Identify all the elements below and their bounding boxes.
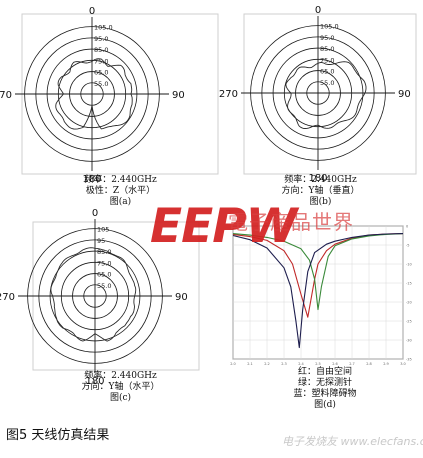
angle-label: 180 bbox=[308, 173, 327, 184]
radial-tick-label: 95.0 bbox=[320, 34, 334, 42]
caption-c-line-3: 图(c) bbox=[109, 393, 132, 403]
chart-frame bbox=[243, 13, 417, 175]
angle-label: 270 bbox=[0, 292, 15, 303]
radial-tick-label: 75.0 bbox=[94, 57, 108, 65]
x-tick-label: 2.1 bbox=[247, 362, 253, 366]
x-tick-label: 3.0 bbox=[400, 362, 406, 366]
watermark-site-name: 電子産品世界 bbox=[228, 210, 354, 234]
pattern-curve bbox=[55, 58, 133, 130]
angle-label: 0 bbox=[92, 208, 98, 219]
angle-label: 180 bbox=[82, 174, 101, 185]
radial-tick-label: 75.0 bbox=[97, 259, 111, 267]
watermark-url: 电子发烧友 www.elecfans.com bbox=[282, 435, 423, 448]
line-chart-d: 2.0 2.1 2.2 2.3 2.4 2.5 2.6 2.7 2.8 2.9 3.0 0 -5 -10 -… bbox=[230, 225, 412, 367]
x-tick-label: 2.0 bbox=[230, 362, 236, 366]
caption-d-line-2: 绿：无探测针 bbox=[297, 378, 352, 388]
radial-tick-label: 105.0 bbox=[94, 24, 113, 32]
polar-chart-a: 105.0 95.0 85.0 75.0 65.0 55.0 0 90 180 270 bbox=[0, 6, 219, 185]
angle-label: 0 bbox=[89, 6, 95, 17]
radial-tick-label: 95 bbox=[97, 237, 105, 245]
caption-b-line-3: 图(b) bbox=[309, 197, 332, 207]
caption-d: 红：自由空间 绿：无探测针 蓝：塑料障碍物 图(d) bbox=[270, 367, 380, 411]
radial-tick-label: 85.0 bbox=[97, 248, 111, 256]
polar-chart-b: 105.0 95.0 85.0 75.0 65.0 55.0 0 90 180 270 bbox=[219, 5, 417, 184]
caption-a-line-1: 频率：2.440GHz bbox=[84, 175, 157, 185]
pattern-curve bbox=[285, 61, 367, 129]
y-tick-label: -35 bbox=[406, 358, 412, 362]
angle-label: 0 bbox=[315, 5, 321, 16]
radial-tick-label: 85.0 bbox=[94, 46, 108, 54]
pattern-curve bbox=[50, 247, 137, 342]
x-tick-label: 2.7 bbox=[349, 362, 355, 366]
x-tick-label: 2.3 bbox=[281, 362, 287, 366]
caption-c: 频率：2.440GHz 方向：Y轴（水平） 图(c) bbox=[48, 371, 193, 404]
x-tick-label: 2.6 bbox=[332, 362, 338, 366]
angle-label: 270 bbox=[219, 89, 238, 100]
series-line-no_probe bbox=[232, 233, 404, 311]
caption-d-line-1: 红：自由空间 bbox=[297, 367, 352, 377]
angle-label: 180 bbox=[85, 376, 104, 387]
angle-label: 90 bbox=[175, 292, 188, 303]
radial-tick-label: 55.0 bbox=[94, 80, 108, 88]
figure-title: 图5 天线仿真结果 bbox=[6, 428, 110, 443]
x-tick-label: 2.5 bbox=[315, 362, 321, 366]
series-line-plastic_obstacle bbox=[232, 233, 404, 349]
y-tick-label: 0 bbox=[406, 225, 408, 229]
x-tick-label: 2.4 bbox=[298, 362, 304, 366]
radial-tick-label: 105.0 bbox=[320, 23, 339, 31]
radial-tick-label: 75.0 bbox=[320, 56, 334, 64]
radial-tick-label: 55.0 bbox=[320, 79, 334, 87]
radial-tick-label: 105 bbox=[97, 226, 109, 234]
caption-a: 频率：2.440GHz 极性：Z（水平） 图(a) bbox=[48, 175, 193, 208]
watermark-logo: EEPW bbox=[150, 199, 298, 254]
caption-a-line-2: 极性：Z（水平） bbox=[85, 186, 156, 196]
x-tick-label: 2.8 bbox=[366, 362, 372, 366]
radial-tick-label: 85.0 bbox=[320, 45, 334, 53]
angle-label: 270 bbox=[0, 90, 12, 101]
y-tick-label: -30 bbox=[406, 339, 412, 343]
caption-b-line-2: 方向：Y轴（垂直） bbox=[281, 186, 360, 196]
caption-c-line-2: 方向：Y轴（水平） bbox=[81, 382, 160, 392]
angle-label: 90 bbox=[398, 89, 411, 100]
y-tick-label: -20 bbox=[406, 301, 412, 305]
radial-tick-label: 65.0 bbox=[94, 69, 108, 77]
y-tick-label: -5 bbox=[406, 244, 410, 248]
caption-a-line-3: 图(a) bbox=[109, 197, 132, 207]
angle-label: 90 bbox=[172, 90, 185, 101]
radial-tick-label: 95.0 bbox=[94, 35, 108, 43]
caption-c-line-1: 频率：2.440GHz bbox=[84, 371, 157, 381]
radial-tick-label: 65.0 bbox=[97, 271, 111, 279]
caption-b: 频率：2.440GHz 方向：Y轴（垂直） 图(b) bbox=[248, 175, 393, 208]
caption-d-line-4: 图(d) bbox=[314, 400, 336, 410]
y-tick-label: -15 bbox=[406, 282, 412, 286]
caption-d-line-3: 蓝：塑料障碍物 bbox=[293, 389, 357, 399]
radial-tick-label: 65.0 bbox=[320, 68, 334, 76]
radial-tick-label: 55.0 bbox=[97, 282, 111, 290]
x-tick-label: 2.2 bbox=[264, 362, 270, 366]
y-tick-label: -25 bbox=[406, 320, 412, 324]
x-tick-label: 2.9 bbox=[383, 362, 389, 366]
y-tick-label: -10 bbox=[406, 263, 412, 267]
polar-chart-c: 105 95 85.0 75.0 65.0 55.0 0 90 180 270 bbox=[0, 208, 200, 387]
caption-b-line-1: 频率：2.440GHz bbox=[284, 175, 357, 185]
